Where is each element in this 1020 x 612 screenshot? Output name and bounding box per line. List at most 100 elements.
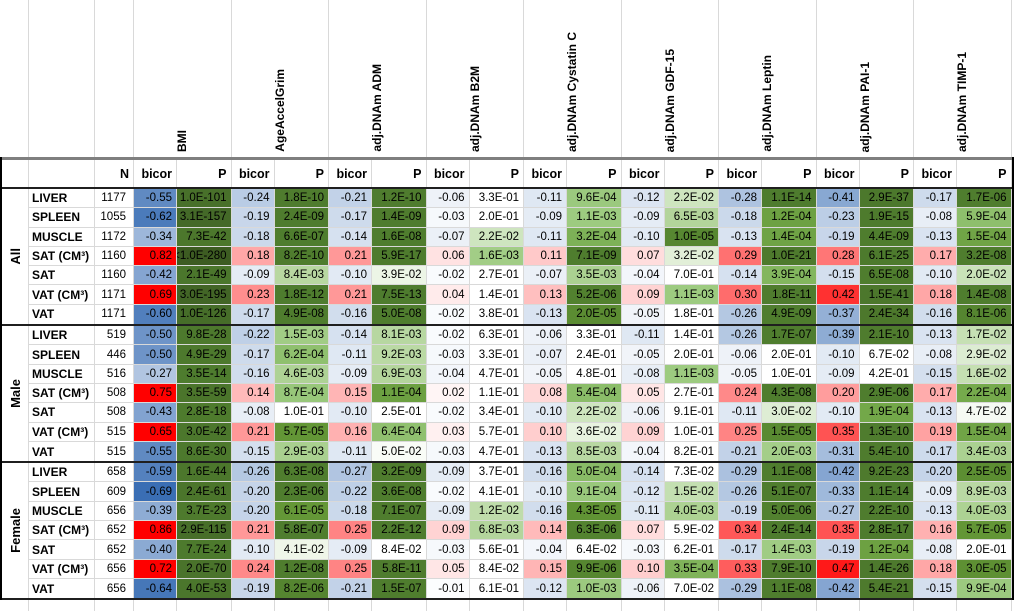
empty-cell <box>762 600 817 612</box>
p-value-cell: 1.0E-01 <box>762 364 817 383</box>
tissue-label: MUSCLE <box>29 227 95 246</box>
bicor-cell: 0.24 <box>231 559 275 578</box>
p-value-cell: 5.9E-17 <box>372 246 427 266</box>
bicor-cell: -0.19 <box>719 501 762 521</box>
n-value: 508 <box>95 383 134 403</box>
bicor-cell: -0.05 <box>719 364 762 383</box>
bicor-cell: -0.11 <box>329 441 372 462</box>
table-row: VAT 1171 -0.60 1.0E-126 -0.17 4.9E-08 -0.16 5.0… <box>29 304 1012 325</box>
group-subheader-spacer <box>2 160 29 187</box>
p-value-cell: 1.5E-41 <box>859 285 914 304</box>
table-row: VAT (CM³) 656 0.72 2.0E-70 0.24 1.2E-08 0.25 5.… <box>29 559 1012 579</box>
p-value-cell: 4.2E-01 <box>859 364 914 383</box>
p-value-cell: 4.1E-01 <box>469 482 524 501</box>
p-value-cell: 3.0E-42 <box>177 422 232 441</box>
bicor-cell: -0.43 <box>134 403 177 422</box>
table-row: SAT 1160 -0.42 2.1E-49 -0.09 8.4E-03 -0.10 3.9E… <box>29 266 1012 286</box>
p-value-cell: 5.0E-04 <box>567 463 622 482</box>
bicor-cell: -0.16 <box>524 501 567 521</box>
bicor-cell: -0.10 <box>329 266 372 285</box>
bicor-cell: -0.21 <box>719 441 762 462</box>
column-header-label: BMI <box>175 130 190 152</box>
tissue-label: SPLEEN <box>29 482 95 501</box>
bicor-cell: -0.55 <box>134 189 177 208</box>
empty-cell <box>275 600 329 612</box>
p-value-cell: 3.3E-01 <box>469 345 524 364</box>
bicor-cell: -0.04 <box>621 266 665 285</box>
p-value-cell: 1.8E-01 <box>664 304 719 325</box>
bicor-cell: 0.04 <box>426 285 470 304</box>
n-value: 656 <box>95 559 134 578</box>
bicor-cell: 0.03 <box>426 422 470 441</box>
bicor-cell: 0.16 <box>329 422 372 441</box>
p-value-cell: 1.1E-01 <box>469 383 524 403</box>
p-value-cell: 1.1E-04 <box>372 383 427 403</box>
tissue-label: LIVER <box>29 326 95 345</box>
p-value-cell: 3.6E-02 <box>567 422 622 441</box>
p-value-cell: 8.2E-06 <box>274 578 329 599</box>
p-value-cell: 2.4E-14 <box>762 521 817 540</box>
p-value-cell: 7.9E-10 <box>762 559 817 578</box>
bicor-cell: -0.05 <box>621 345 665 364</box>
bicor-cell: -0.22 <box>329 482 372 501</box>
empty-cell <box>95 600 134 612</box>
p-value-cell: 3.0E-05 <box>957 559 1012 578</box>
bicor-cell: -0.19 <box>231 208 275 227</box>
bicor-cell: -0.09 <box>524 208 567 227</box>
bicor-cell: 0.69 <box>134 285 177 304</box>
p-value-cell: 8.7E-04 <box>274 383 329 403</box>
bicor-cell: -0.07 <box>524 266 567 285</box>
table-row: SAT (CM³) 1160 0.82 <1.0E-280 0.18 8.2E-10 0.2… <box>29 246 1012 267</box>
bicor-cell: 0.06 <box>426 246 470 266</box>
p-value-cell: 1.2E-02 <box>469 501 524 521</box>
bicor-cell: -0.10 <box>621 227 665 246</box>
bicor-cell: 0.25 <box>329 559 372 578</box>
bicor-cell: -0.13 <box>914 501 957 521</box>
n-value: 652 <box>95 521 134 540</box>
bicor-cell: -0.17 <box>231 345 275 364</box>
bicor-cell: 0.17 <box>914 246 957 266</box>
tissue-label: MUSCLE <box>29 501 95 521</box>
bicor-cell: 0.75 <box>134 383 177 403</box>
p-value-cell: 1.0E-03 <box>567 578 622 599</box>
bicor-cell: -0.34 <box>134 227 177 246</box>
bicor-cell: -0.60 <box>134 304 177 325</box>
group-block-all: All LIVER 1177 -0.55 1.0E-101 -0.24 1.8E-10 -0.… <box>2 189 1012 325</box>
bicor-cell: -0.03 <box>426 540 470 559</box>
p-value-cell: 5.0E-08 <box>372 304 427 325</box>
p-value-cell: 6.3E-08 <box>274 463 329 482</box>
p-value-cell: 2.2E-10 <box>859 501 914 521</box>
p-value-cell: 1.8E-10 <box>274 189 329 208</box>
bicor-cell: 0.09 <box>621 422 665 441</box>
p-value-cell: 6.8E-03 <box>469 521 524 540</box>
table-row: SPLEEN 446 -0.50 4.9E-29 -0.17 6.2E-04 -0.11 9.… <box>29 345 1012 365</box>
bicor-cell: 0.33 <box>719 559 762 578</box>
p-value-cell: 1.2E-08 <box>274 559 329 578</box>
tissue-label: VAT <box>29 441 95 462</box>
group-label-male: Male <box>2 326 29 462</box>
bicor-cell: 0.21 <box>231 422 275 441</box>
bicor-cell: -0.03 <box>426 208 470 227</box>
tissue-label: SAT <box>29 266 95 285</box>
bicor-cell: -0.18 <box>329 501 372 521</box>
bicor-cell: 0.11 <box>524 246 567 266</box>
bicor-cell: -0.26 <box>719 326 762 345</box>
p-value-cell: 3.2E-09 <box>372 463 427 482</box>
p-value-cell: 6.7E-02 <box>859 345 914 364</box>
bicor-cell: -0.03 <box>426 441 470 462</box>
bicor-cell: -0.59 <box>134 463 177 482</box>
tissue-label: VAT (CM³) <box>29 285 95 304</box>
bicor-cell: -0.02 <box>426 304 470 325</box>
p-value-cell: <1.0E-280 <box>177 246 232 266</box>
header-separator-line <box>2 157 1012 160</box>
bicor-cell: -0.06 <box>621 578 665 599</box>
bicor-cell: -0.13 <box>914 403 957 422</box>
bicor-cell: -0.20 <box>914 463 957 482</box>
p-value-cell: 1.1E-03 <box>664 285 719 304</box>
bicor-cell: -0.09 <box>816 364 860 383</box>
column-header-label: adj.DNAm B2M <box>467 65 482 152</box>
p-value-cell: 5.0E-06 <box>762 501 817 521</box>
bicor-cell: 0.23 <box>231 285 275 304</box>
subheader-bicor-bmi: bicor <box>134 160 177 187</box>
bicor-cell: -0.27 <box>816 501 860 521</box>
